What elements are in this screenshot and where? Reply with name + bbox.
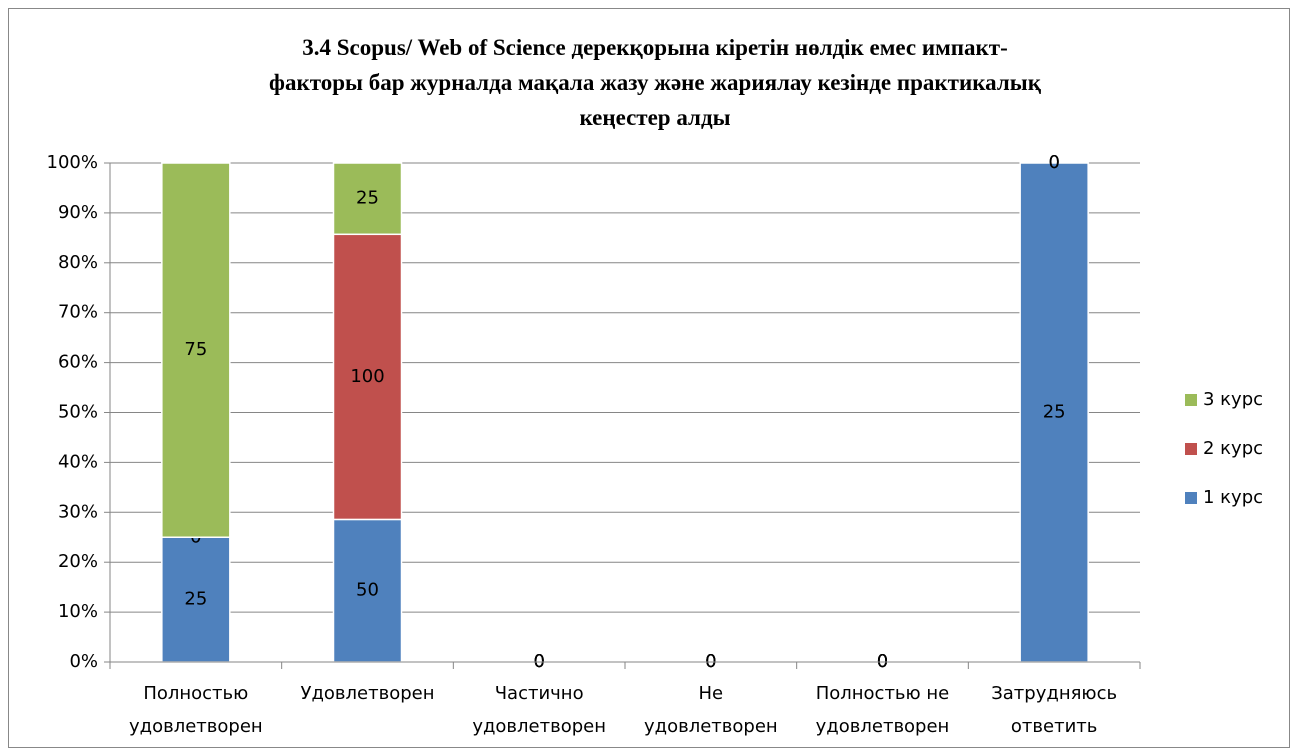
y-tick-label: 70% — [58, 302, 98, 323]
legend-swatch — [1185, 492, 1197, 504]
y-tick-label: 50% — [58, 402, 98, 423]
x-tick-label: Полностью не удовлетворен — [815, 683, 950, 737]
data-label: 25 — [356, 188, 379, 209]
y-tick-label: 40% — [58, 451, 98, 472]
y-tick-label: 90% — [58, 202, 98, 223]
data-label: 25 — [184, 589, 207, 610]
x-tick-label: Не удовлетворен — [643, 683, 778, 737]
legend-swatch — [1185, 443, 1197, 455]
y-tick-label: 100% — [47, 152, 98, 173]
bar-segment — [1019, 162, 1089, 663]
chart-border — [8, 8, 1290, 748]
legend-swatch — [1185, 394, 1197, 406]
legend-label: 1 курс — [1203, 487, 1263, 508]
y-tick-label: 30% — [58, 501, 98, 522]
data-label: 0 — [1048, 152, 1059, 173]
data-label: 75 — [184, 339, 207, 360]
bar-segment — [332, 162, 403, 236]
y-tick-label: 0% — [69, 651, 98, 672]
chart-title: 3.4 Scopus/ Web of Science дерекқорына к… — [269, 35, 1041, 130]
bar-segment — [161, 162, 231, 538]
bar-segment — [332, 233, 403, 521]
y-tick-label: 10% — [58, 601, 98, 622]
y-tick-label: 80% — [58, 252, 98, 273]
legend-label: 2 курс — [1203, 438, 1263, 459]
y-tick-label: 60% — [58, 352, 98, 373]
x-tick-label: Затрудняюсь ответить — [991, 683, 1118, 737]
bar-segment — [332, 518, 403, 663]
data-label: 50 — [356, 580, 379, 601]
x-tick-label: Частично удовлетворен — [472, 683, 606, 737]
x-tick-label: Полностью удовлетворен — [128, 683, 263, 737]
x-tick-label: Удовлетворен — [300, 683, 435, 704]
legend-label: 3 курс — [1203, 389, 1263, 410]
data-label: 0 — [1048, 152, 1059, 173]
data-label: 100 — [350, 366, 384, 387]
bar-segment — [161, 536, 231, 663]
data-label: 25 — [1043, 402, 1066, 423]
y-tick-label: 20% — [58, 551, 98, 572]
